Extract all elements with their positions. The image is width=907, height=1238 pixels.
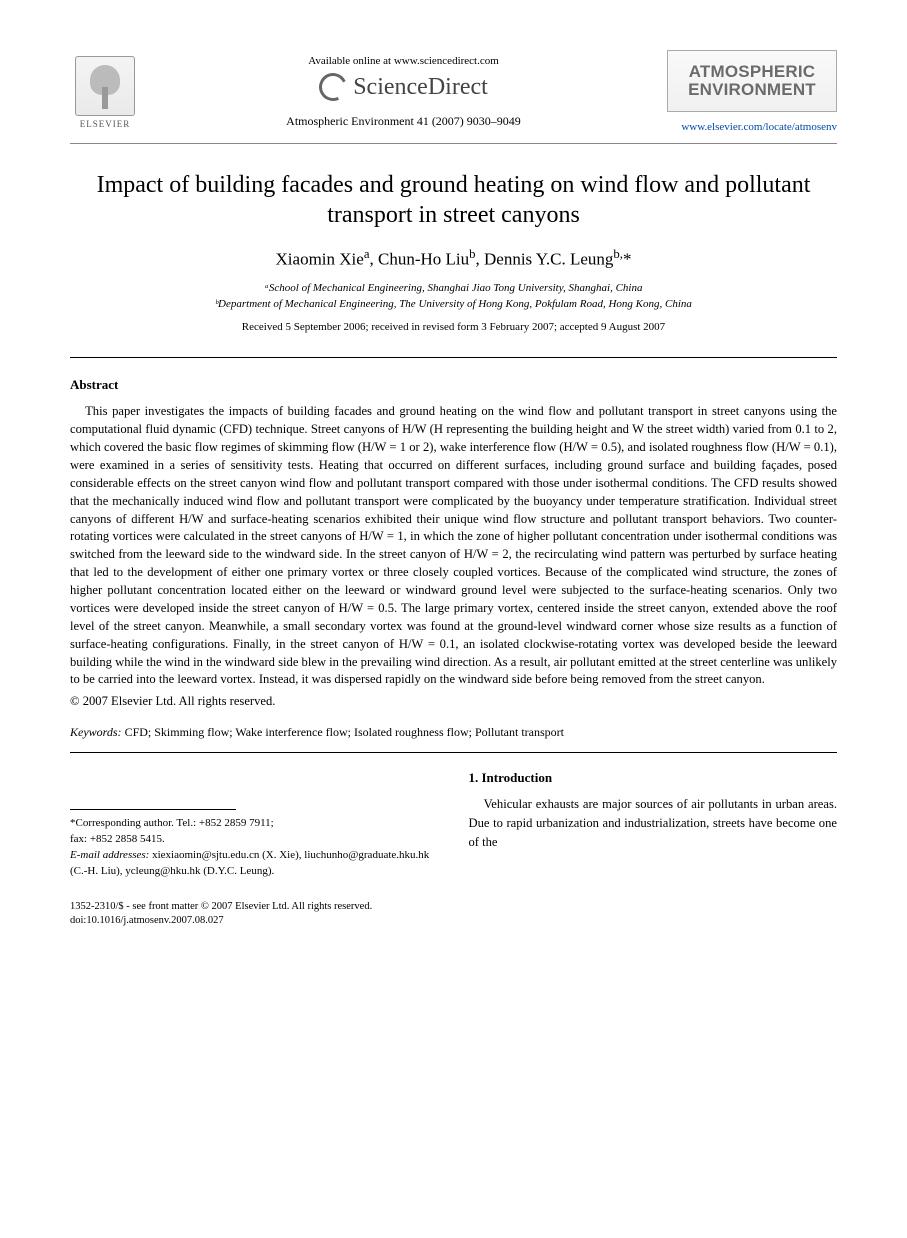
left-column: *Corresponding author. Tel.: +852 2859 7… xyxy=(70,769,439,880)
sciencedirect-swirl-icon xyxy=(315,69,351,105)
footer-doi: doi:10.1016/j.atmosenv.2007.08.027 xyxy=(70,914,837,928)
article-title: Impact of building facades and ground he… xyxy=(70,170,837,230)
keywords-line: Keywords: CFD; Skimming flow; Wake inter… xyxy=(70,724,837,740)
affiliation-b: ᵇDepartment of Mechanical Engineering, T… xyxy=(70,297,837,312)
corr-tel: *Corresponding author. Tel.: +852 2859 7… xyxy=(70,816,439,832)
elsevier-logo: ELSEVIER xyxy=(70,50,140,130)
footer-front-matter: 1352-2310/$ - see front matter © 2007 El… xyxy=(70,900,837,914)
email-label: E-mail addresses: xyxy=(70,849,149,861)
journal-box-line2: ENVIRONMENT xyxy=(674,81,830,99)
abstract-copyright: © 2007 Elsevier Ltd. All rights reserved… xyxy=(70,693,837,710)
available-online-line: Available online at www.sciencedirect.co… xyxy=(140,54,667,69)
header: ELSEVIER Available online at www.science… xyxy=(70,50,837,135)
publisher-name: ELSEVIER xyxy=(80,118,131,130)
abstract-heading: Abstract xyxy=(70,376,837,394)
sciencedirect-text: ScienceDirect xyxy=(353,71,488,103)
journal-title-box: ATMOSPHERIC ENVIRONMENT xyxy=(667,50,837,112)
keywords-list: CFD; Skimming flow; Wake interference fl… xyxy=(125,725,564,739)
abstract-body: This paper investigates the impacts of b… xyxy=(70,403,837,689)
pre-abstract-rule xyxy=(70,357,837,358)
introduction-heading: 1. Introduction xyxy=(469,769,838,787)
corresponding-block: *Corresponding author. Tel.: +852 2859 7… xyxy=(70,816,439,880)
keywords-label: Keywords: xyxy=(70,725,122,739)
journal-box-line1: ATMOSPHERIC xyxy=(674,63,830,81)
footer: 1352-2310/$ - see front matter © 2007 El… xyxy=(70,900,837,928)
lower-columns: *Corresponding author. Tel.: +852 2859 7… xyxy=(70,769,837,880)
journal-url-link[interactable]: www.elsevier.com/locate/atmosenv xyxy=(667,120,837,135)
article-dates: Received 5 September 2006; received in r… xyxy=(70,320,837,335)
corr-emails: E-mail addresses: xiexiaomin@sjtu.edu.cn… xyxy=(70,848,439,880)
sciencedirect-logo: ScienceDirect xyxy=(140,71,667,103)
header-rule xyxy=(70,143,837,144)
corr-rule xyxy=(70,809,236,810)
post-abstract-rule xyxy=(70,752,837,753)
corr-fax: fax: +852 2858 5415. xyxy=(70,832,439,848)
header-center: Available online at www.sciencedirect.co… xyxy=(140,50,667,129)
journal-cover-box: ATMOSPHERIC ENVIRONMENT www.elsevier.com… xyxy=(667,50,837,135)
elsevier-tree-icon xyxy=(75,56,135,116)
affiliation-a: ᵃSchool of Mechanical Engineering, Shang… xyxy=(70,281,837,296)
authors-line: Xiaomin Xiea, Chun-Ho Liub, Dennis Y.C. … xyxy=(70,246,837,272)
introduction-para: Vehicular exhausts are major sources of … xyxy=(469,795,838,852)
right-column: 1. Introduction Vehicular exhausts are m… xyxy=(469,769,838,880)
journal-reference: Atmospheric Environment 41 (2007) 9030–9… xyxy=(140,113,667,129)
abstract-text: This paper investigates the impacts of b… xyxy=(70,403,837,689)
